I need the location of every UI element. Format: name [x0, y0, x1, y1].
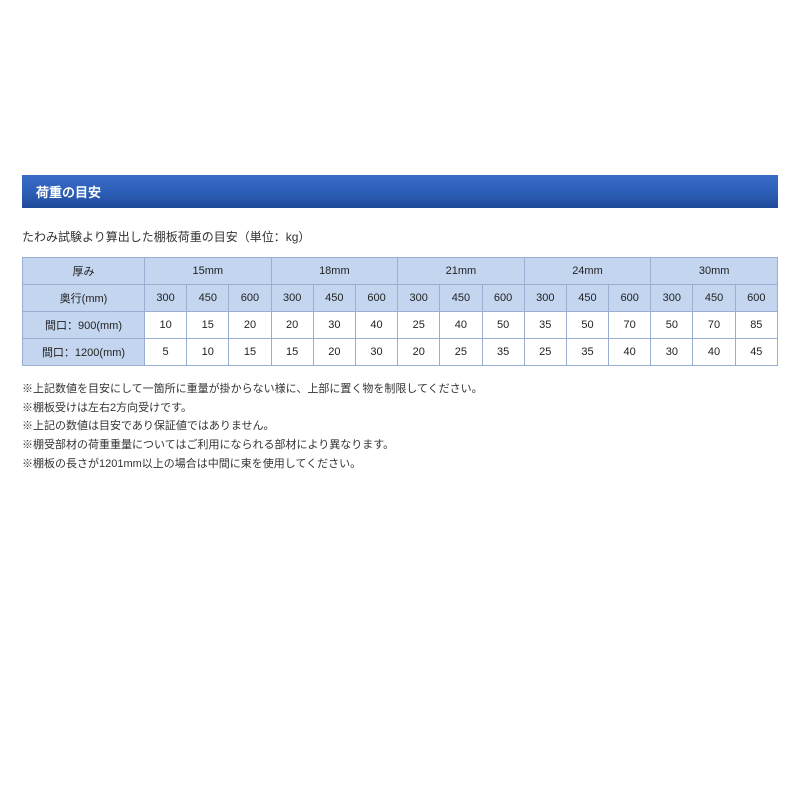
cell: 50: [482, 312, 524, 339]
cell: 25: [398, 312, 440, 339]
cell: 30: [313, 312, 355, 339]
thickness-label: 厚み: [23, 258, 145, 285]
depth-col: 600: [609, 285, 651, 312]
notes-block: ※上記数値を目安にして一箇所に重量が掛からない様に、上部に置く物を制限してくださ…: [22, 380, 778, 473]
cell: 25: [524, 339, 566, 366]
load-table: 厚み 15mm 18mm 21mm 24mm 30mm 奥行(mm) 300 4…: [22, 257, 778, 366]
depth-col: 600: [229, 285, 271, 312]
cell: 15: [229, 339, 271, 366]
note-line: ※上記数値を目安にして一箇所に重量が掛からない様に、上部に置く物を制限してくださ…: [22, 380, 778, 399]
cell: 15: [187, 312, 229, 339]
cell: 85: [735, 312, 777, 339]
note-line: ※棚受部材の荷重重量についてはご利用になられる部材により異なります。: [22, 436, 778, 455]
depth-col: 450: [313, 285, 355, 312]
cell: 40: [609, 339, 651, 366]
note-line: ※棚板の長さが1201mm以上の場合は中間に束を使用してください。: [22, 455, 778, 474]
table-row: 間口：900(mm) 10 15 20 20 30 40 25 40 50 35…: [23, 312, 778, 339]
cell: 10: [187, 339, 229, 366]
depth-col: 300: [145, 285, 187, 312]
section-title: 荷重の目安: [22, 175, 778, 208]
depth-col: 300: [524, 285, 566, 312]
row-label: 間口：1200(mm): [23, 339, 145, 366]
cell: 70: [693, 312, 735, 339]
note-line: ※棚板受けは左右2方向受けです。: [22, 399, 778, 418]
cell: 40: [693, 339, 735, 366]
note-line: ※上記の数値は目安であり保証値ではありません。: [22, 417, 778, 436]
cell: 50: [566, 312, 608, 339]
depth-col: 600: [735, 285, 777, 312]
cell: 50: [651, 312, 693, 339]
thickness-col: 24mm: [524, 258, 651, 285]
cell: 35: [482, 339, 524, 366]
depth-col: 300: [398, 285, 440, 312]
cell: 15: [271, 339, 313, 366]
table-header-row-thickness: 厚み 15mm 18mm 21mm 24mm 30mm: [23, 258, 778, 285]
cell: 20: [398, 339, 440, 366]
cell: 35: [566, 339, 608, 366]
cell: 30: [651, 339, 693, 366]
cell: 20: [229, 312, 271, 339]
cell: 20: [313, 339, 355, 366]
cell: 5: [145, 339, 187, 366]
thickness-col: 21mm: [398, 258, 525, 285]
thickness-col: 30mm: [651, 258, 778, 285]
thickness-col: 15mm: [145, 258, 272, 285]
depth-col: 450: [566, 285, 608, 312]
depth-col: 300: [651, 285, 693, 312]
thickness-col: 18mm: [271, 258, 398, 285]
depth-col: 450: [693, 285, 735, 312]
cell: 45: [735, 339, 777, 366]
depth-col: 300: [271, 285, 313, 312]
table-header-row-depth: 奥行(mm) 300 450 600 300 450 600 300 450 6…: [23, 285, 778, 312]
cell: 40: [355, 312, 397, 339]
depth-col: 450: [187, 285, 229, 312]
intro-text: たわみ試験より算出した棚板荷重の目安（単位：kg）: [22, 228, 778, 245]
cell: 40: [440, 312, 482, 339]
row-label: 間口：900(mm): [23, 312, 145, 339]
depth-label: 奥行(mm): [23, 285, 145, 312]
cell: 35: [524, 312, 566, 339]
cell: 20: [271, 312, 313, 339]
cell: 70: [609, 312, 651, 339]
cell: 30: [355, 339, 397, 366]
cell: 10: [145, 312, 187, 339]
depth-col: 450: [440, 285, 482, 312]
cell: 25: [440, 339, 482, 366]
depth-col: 600: [482, 285, 524, 312]
depth-col: 600: [355, 285, 397, 312]
table-row: 間口：1200(mm) 5 10 15 15 20 30 20 25 35 25…: [23, 339, 778, 366]
